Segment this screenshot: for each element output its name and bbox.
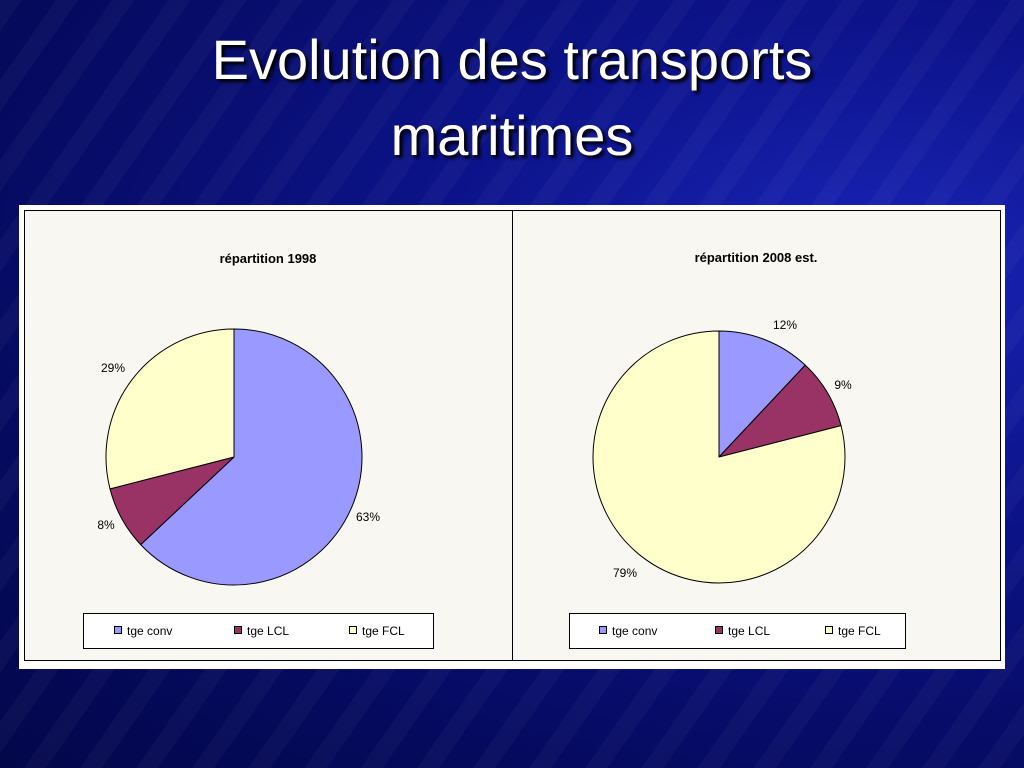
pie-slice-tge-fcl: [105, 328, 235, 490]
pie-slice-tge-conv: [139, 328, 363, 586]
chart-title: répartition 1998: [220, 251, 317, 266]
data-label: 79%: [613, 566, 637, 580]
legend-swatch: [234, 626, 242, 634]
legend-label: tge conv: [127, 624, 172, 638]
data-label: 8%: [97, 518, 115, 532]
legend-swatch: [349, 626, 357, 634]
legend-swatch: [715, 626, 723, 634]
pie-charts: répartition 1998 63% 8% 29% tge conv tge LCL t…: [19, 205, 1005, 669]
slide-title-line-2: maritimes: [390, 104, 634, 167]
chart-title: répartition 2008 est.: [695, 250, 818, 265]
pie-slice-tge-fcl: [592, 330, 846, 584]
legend-label: tge FCL: [362, 624, 405, 638]
data-label: 63%: [356, 510, 380, 524]
legend-swatch: [599, 626, 607, 634]
legend-label: tge LCL: [728, 624, 770, 638]
data-label: 12%: [773, 318, 797, 332]
data-label: 9%: [834, 378, 852, 392]
legend-label: tge LCL: [247, 624, 289, 638]
legend-label: tge FCL: [838, 624, 881, 638]
legend-box: [569, 613, 906, 649]
legend-box: [83, 613, 434, 649]
pie-slice-tge-conv: [718, 330, 806, 459]
slide-title: Evolution des transports maritimes: [0, 22, 1024, 174]
slide-title-line-1: Evolution des transports: [211, 28, 813, 91]
legend-swatch: [114, 626, 122, 634]
legend-swatch: [825, 626, 833, 634]
chart-frame: répartition 1998 63% 8% 29% tge conv tge LCL t…: [19, 205, 1005, 669]
data-label: 29%: [101, 361, 125, 375]
legend-label: tge conv: [612, 624, 657, 638]
